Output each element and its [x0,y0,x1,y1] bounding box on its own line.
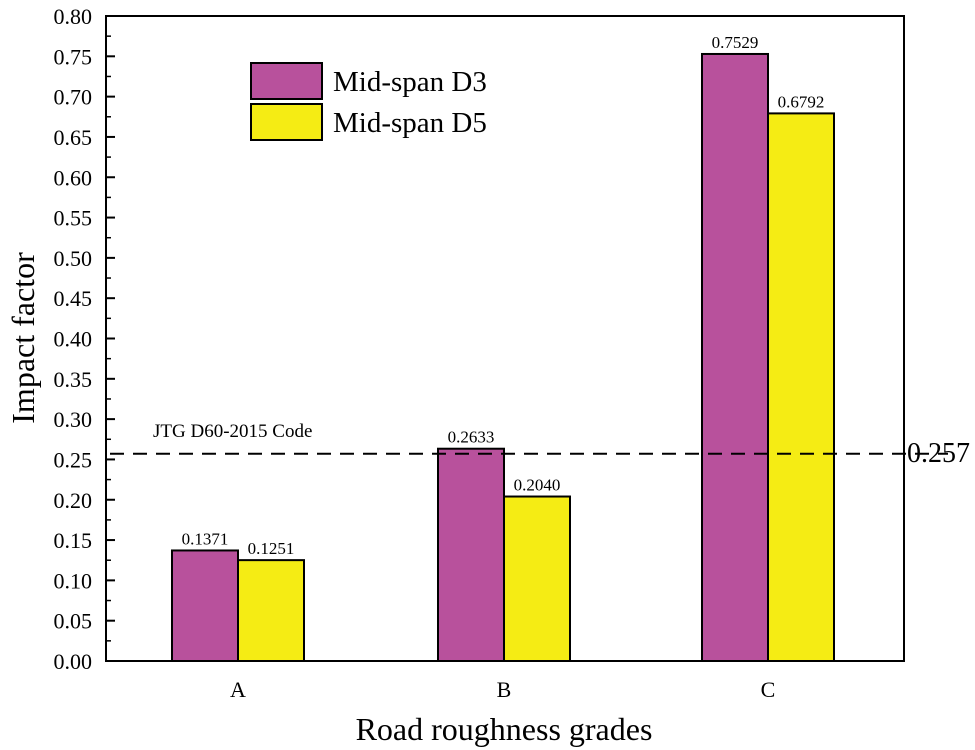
y-tick-label: 0.65 [54,125,93,150]
bar-B-d5 [503,495,571,662]
y-tick-label: 0.05 [54,609,93,634]
y-tick-label: 0.50 [54,246,93,271]
legend-label-d3: Mid-span D3 [333,66,487,98]
y-tick-label: 0.40 [54,327,93,352]
x-tick-label-A: A [230,677,246,702]
bar-A-d5 [237,559,305,662]
y-tick-label: 0.10 [54,568,93,593]
bar-value-label: 0.6792 [778,92,825,111]
bar-B-d3 [437,447,505,663]
y-tick-label: 0.20 [54,488,93,513]
reference-line-note: JTG D60-2015 Code [153,421,312,442]
legend-label-d5: Mid-span D5 [333,107,487,139]
y-axis-label: Impact factor [5,252,41,424]
bar-value-labels: 0.1371 0.1251 0.2633 0.2040 0.7529 0.6792 [182,33,825,558]
y-tick-label: 0.70 [54,85,93,110]
y-tick-label: 0.75 [54,44,93,69]
y-tick-label: 0.15 [54,528,93,553]
bar-value-label: 0.7529 [712,33,759,52]
y-tick-label: 0.45 [54,286,93,311]
y-tick-label: 0.35 [54,367,93,392]
bars-layer [171,52,835,663]
bar-value-label: 0.2633 [448,428,495,447]
y-tick-label: 0.80 [54,4,93,29]
bar-value-label: 0.1371 [182,529,229,548]
bar-A-d3 [171,549,239,663]
bar-value-label: 0.1251 [248,539,295,558]
y-tick-label: 0.55 [54,206,93,231]
ticks-layer: 0.00 0.05 0.10 0.15 0.20 0.25 0.30 0.35 0.40 0.45… [54,4,776,702]
x-tick-label-C: C [761,677,776,702]
legend-swatch-d3 [250,62,323,100]
reference-line-value-label: 0.257 [907,438,970,469]
x-axis-label: Road roughness grades [356,711,653,747]
y-tick-label: 0.00 [54,649,93,674]
x-tick-label-B: B [497,677,512,702]
y-tick-label: 0.60 [54,165,93,190]
y-tick-label: 0.30 [54,407,93,432]
bar-C-d3 [701,52,769,663]
legend: Mid-span D3 Mid-span D5 [250,62,487,141]
y-tick-label: 0.25 [54,447,93,472]
legend-swatch-d5 [250,103,323,141]
bar-C-d5 [767,112,835,662]
bar-value-label: 0.2040 [514,476,561,495]
